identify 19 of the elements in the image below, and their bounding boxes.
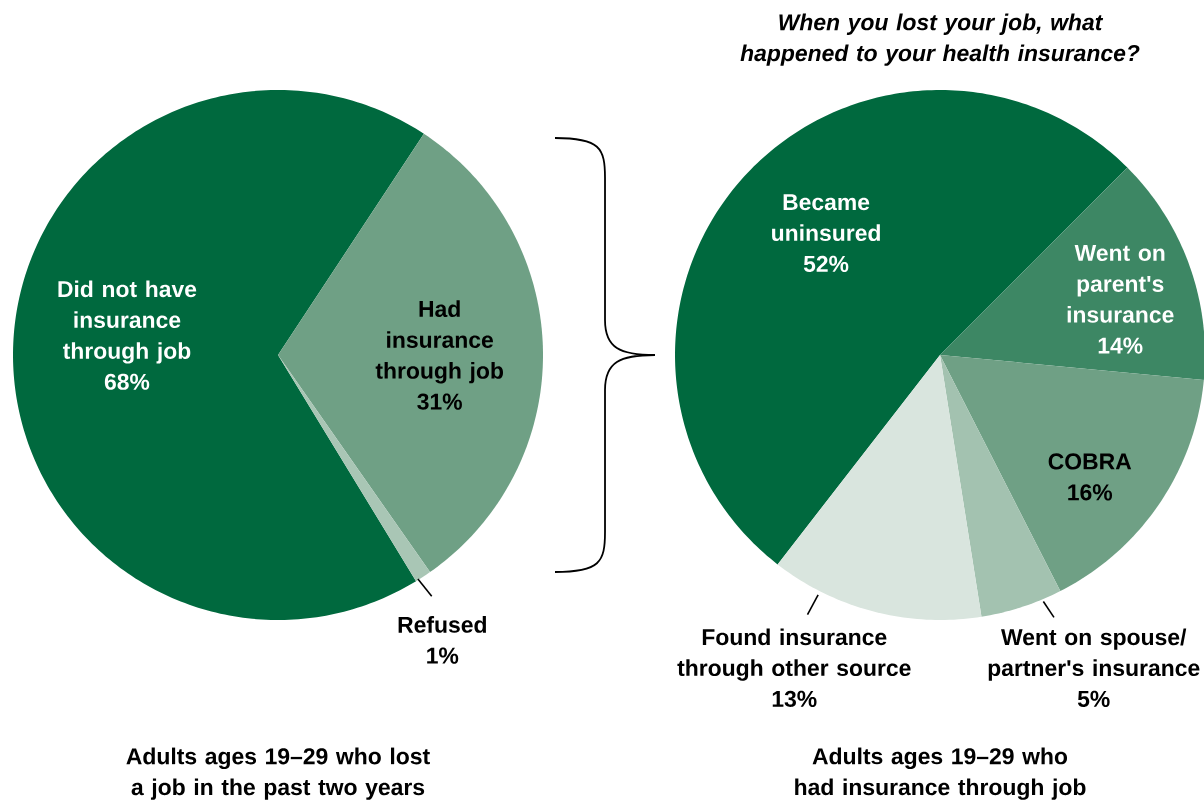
chart-title: When you lost your job, what happened to your health insurance? <box>740 13 1140 66</box>
data-label: 52% <box>803 255 849 272</box>
data-label: 16% <box>1068 484 1113 501</box>
data-label: 1% <box>427 647 459 664</box>
data-label: 13% <box>772 690 817 707</box>
text: Adults ages 19–29 who had insurance through job <box>795 747 1086 800</box>
data-label: 68% <box>104 373 150 390</box>
slice-label: Refused <box>398 616 486 633</box>
slice-label: Did not have insurance through job <box>58 280 197 364</box>
data-label: 14% <box>1098 337 1143 354</box>
slice-label: Went on parent's insurance <box>1067 245 1174 323</box>
slice-label: Went on spouse/ partner's insurance <box>988 628 1200 681</box>
slice-label: Had insurance through job <box>375 300 503 384</box>
data-label: 5% <box>1077 690 1110 707</box>
data-label: 31% <box>417 393 462 410</box>
slice-label: Became uninsured <box>772 194 880 242</box>
slice-label: Found insurance through other source <box>677 628 911 681</box>
text: Adults ages 19–29 who lost a job in the past two years <box>126 747 430 800</box>
slice-label: COBRA <box>1048 453 1132 470</box>
